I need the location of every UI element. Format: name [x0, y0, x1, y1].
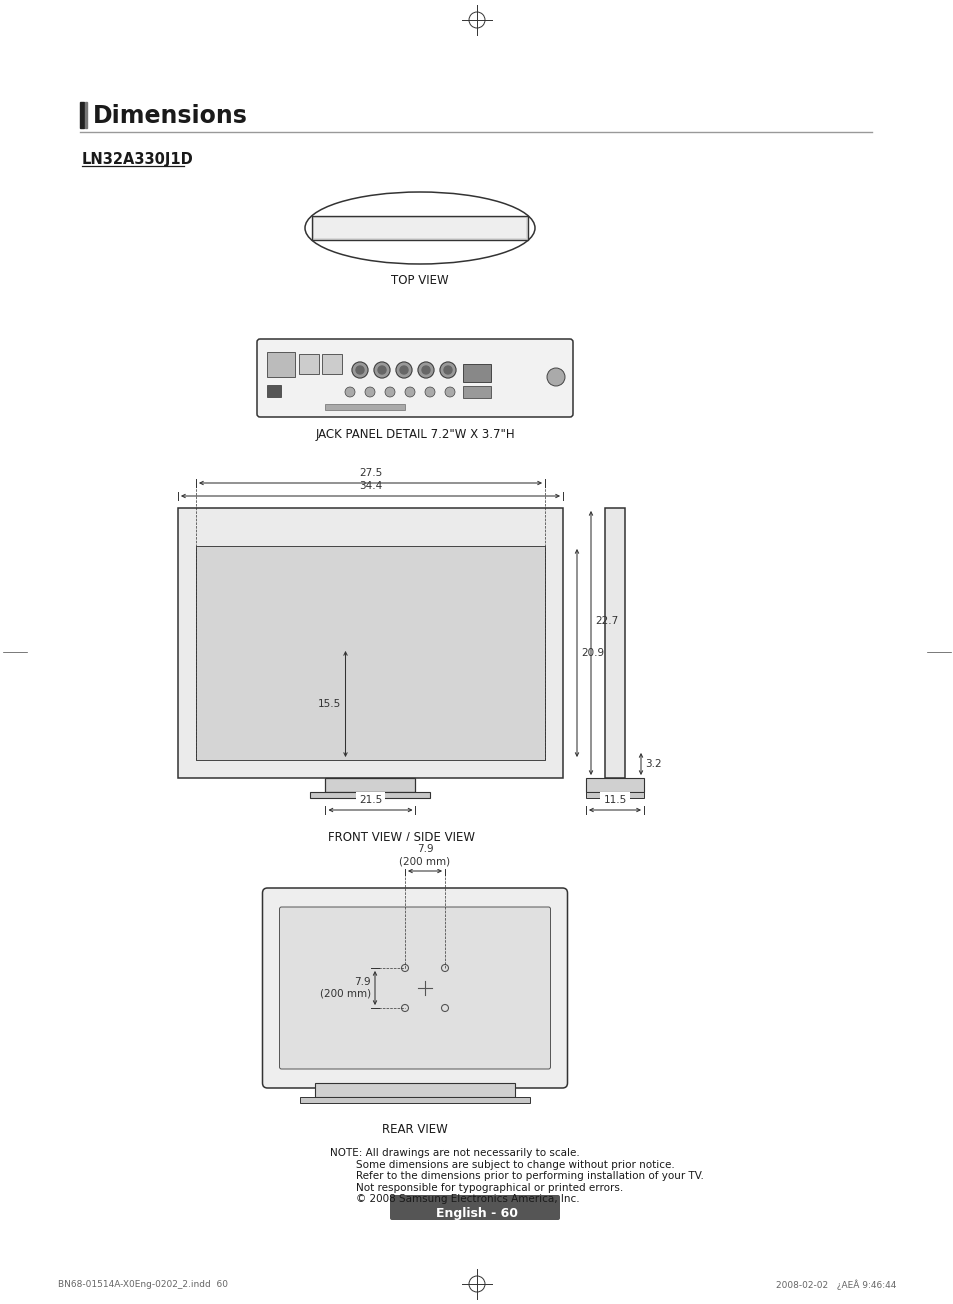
Text: NOTE: All drawings are not necessarily to scale.
        Some dimensions are sub: NOTE: All drawings are not necessarily t… — [330, 1148, 703, 1205]
Text: 20.9: 20.9 — [580, 648, 603, 659]
Bar — [314, 1084, 515, 1097]
Circle shape — [417, 363, 434, 378]
Bar — [178, 509, 562, 778]
Bar — [325, 778, 416, 792]
Bar — [314, 218, 525, 239]
Text: JACK PANEL DETAIL 7.2"W X 3.7"H: JACK PANEL DETAIL 7.2"W X 3.7"H — [314, 428, 515, 441]
FancyBboxPatch shape — [262, 888, 567, 1088]
Text: 15.5: 15.5 — [318, 699, 341, 709]
Bar — [462, 364, 491, 382]
Bar — [195, 546, 544, 760]
Text: Dimensions: Dimensions — [92, 104, 248, 128]
Bar — [80, 102, 84, 128]
Circle shape — [377, 366, 386, 374]
Bar — [310, 792, 430, 798]
Text: 21.5: 21.5 — [358, 795, 382, 805]
Circle shape — [439, 363, 456, 378]
Text: REAR VIEW: REAR VIEW — [382, 1123, 447, 1136]
Text: TOP VIEW: TOP VIEW — [391, 274, 448, 287]
Circle shape — [424, 387, 435, 396]
Bar — [267, 352, 294, 377]
Bar — [585, 778, 643, 792]
FancyBboxPatch shape — [390, 1194, 559, 1221]
Circle shape — [365, 387, 375, 396]
Text: 27.5: 27.5 — [358, 468, 382, 479]
Text: English - 60: English - 60 — [436, 1208, 517, 1221]
Circle shape — [355, 366, 364, 374]
Bar — [267, 385, 281, 396]
Bar — [312, 216, 527, 240]
Text: FRONT VIEW / SIDE VIEW: FRONT VIEW / SIDE VIEW — [328, 831, 475, 842]
Text: BN68-01514A-X0Eng-0202_2.indd  60: BN68-01514A-X0Eng-0202_2.indd 60 — [58, 1281, 228, 1288]
Circle shape — [374, 363, 390, 378]
Text: 22.7: 22.7 — [595, 615, 618, 626]
Text: LN32A330J1D: LN32A330J1D — [82, 153, 193, 167]
Text: 2008-02-02   ¿AEÂ 9:46:44: 2008-02-02 ¿AEÂ 9:46:44 — [775, 1281, 895, 1291]
Circle shape — [405, 387, 415, 396]
Circle shape — [352, 363, 368, 378]
Circle shape — [345, 387, 355, 396]
Bar — [322, 353, 341, 374]
Bar — [325, 404, 405, 409]
Bar — [585, 792, 643, 798]
Text: 34.4: 34.4 — [358, 481, 382, 492]
Bar — [462, 386, 491, 398]
Text: 7.9
(200 mm): 7.9 (200 mm) — [319, 977, 371, 999]
Bar — [299, 1097, 530, 1103]
Text: 3.2: 3.2 — [644, 759, 661, 769]
Circle shape — [421, 366, 430, 374]
Circle shape — [443, 366, 452, 374]
FancyBboxPatch shape — [256, 339, 573, 417]
Bar — [85, 102, 87, 128]
Circle shape — [444, 387, 455, 396]
Circle shape — [395, 363, 412, 378]
Bar — [298, 353, 318, 374]
Circle shape — [385, 387, 395, 396]
Bar — [604, 509, 624, 778]
Text: 11.5: 11.5 — [602, 795, 626, 805]
Text: 7.9
(200 mm): 7.9 (200 mm) — [399, 845, 450, 866]
FancyBboxPatch shape — [279, 908, 550, 1069]
Circle shape — [546, 368, 564, 386]
Circle shape — [399, 366, 408, 374]
